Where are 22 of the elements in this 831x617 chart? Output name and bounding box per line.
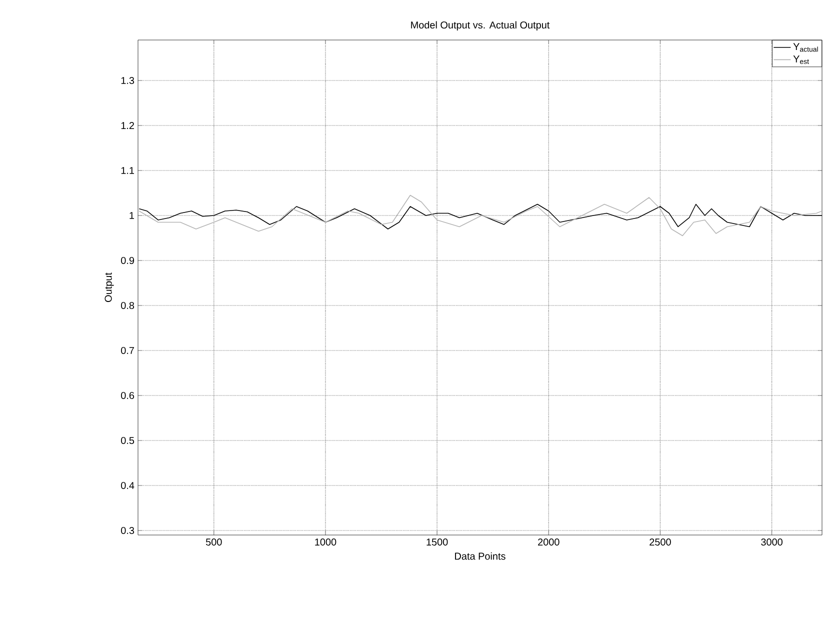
- legend-label: Y$_{est}$: [793, 56, 809, 64]
- y-tick-label: 1: [130, 212, 134, 219]
- x-tick-label: 1000: [315, 538, 336, 546]
- y-tick-label: 0.6: [121, 392, 134, 400]
- y-tick-label: 0.7: [121, 346, 134, 354]
- y-axis-title: Output: [104, 272, 114, 302]
- y-tick-label: 1.2: [121, 122, 134, 129]
- y-tick-label: 0.5: [121, 436, 134, 444]
- x-axis-title: Data Points: [455, 552, 506, 560]
- x-tick-label: 2000: [538, 538, 560, 546]
- chart-title: Model Output vs. Actual Output: [411, 21, 550, 30]
- y-tick-label: 0.8: [121, 302, 134, 310]
- y-tick-label: 1.3: [121, 76, 134, 84]
- y-tick-label: 0.4: [121, 482, 134, 490]
- x-tick-label: 500: [206, 538, 222, 546]
- x-tick-label: 1500: [426, 538, 448, 546]
- y-tick-label: 0.3: [121, 526, 134, 534]
- x-tick-label: 3000: [761, 538, 782, 546]
- y-tick-label: 1.1: [121, 167, 134, 174]
- y-tick-label: 0.9: [121, 256, 134, 264]
- legend-label: Y$_{actual}$: [793, 43, 818, 52]
- x-tick-label: 2500: [650, 538, 671, 546]
